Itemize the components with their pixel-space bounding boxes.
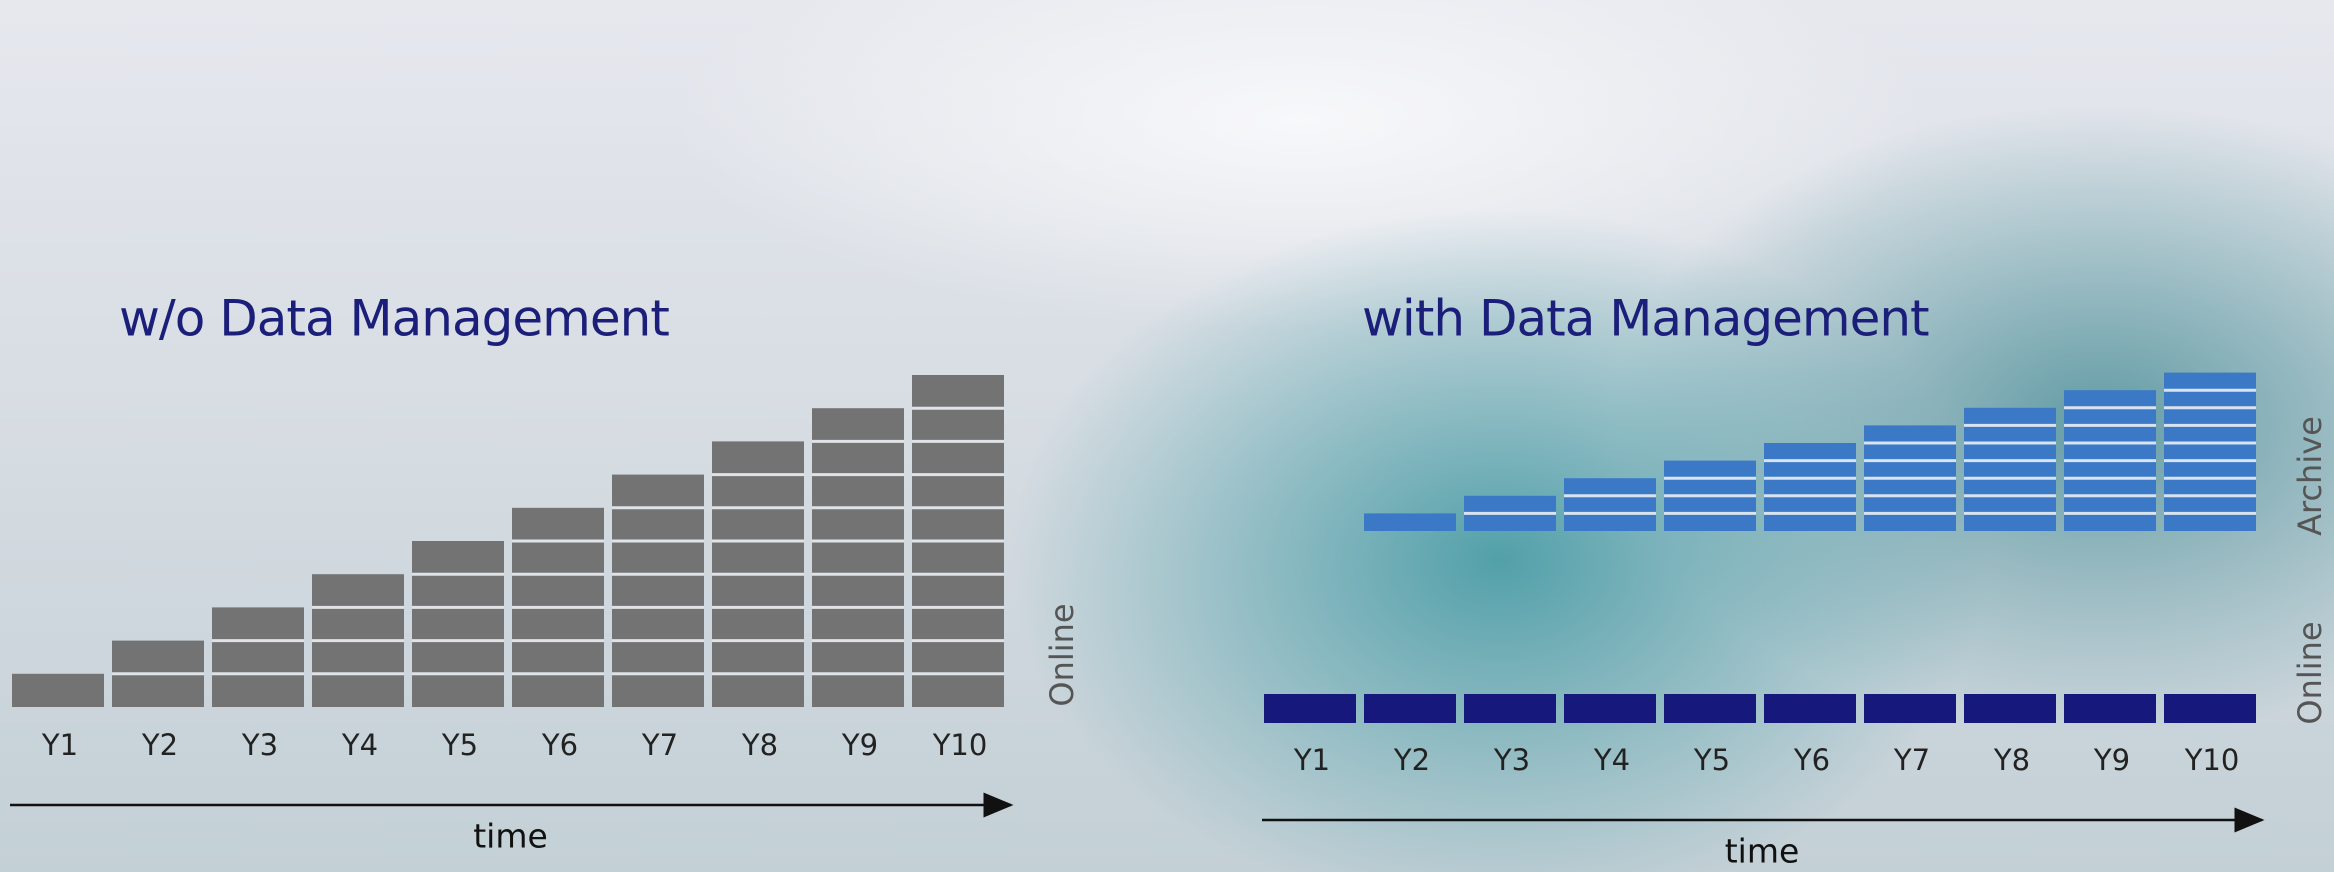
bar: [1564, 694, 1656, 723]
bar: [2164, 372, 2256, 531]
x-tick-label: Y7: [1893, 743, 1930, 777]
x-tick-label: Y9: [2093, 743, 2130, 777]
x-tick-label: Y2: [1393, 743, 1430, 777]
bar: [1764, 694, 1856, 723]
bar: [1964, 694, 2056, 723]
x-tick-label: Y5: [441, 728, 478, 762]
bar: [412, 541, 504, 707]
series-label: Archive: [2291, 416, 2329, 536]
bar: [1364, 694, 1456, 723]
bar: [12, 673, 104, 707]
x-tick-label: Y6: [541, 728, 578, 762]
bar: [1464, 694, 1556, 723]
series-label: Online: [1043, 603, 1081, 706]
bar: [1564, 478, 1656, 531]
chart-title: w/o Data Management: [119, 290, 669, 348]
bar: [812, 408, 904, 707]
bar: [1364, 513, 1456, 531]
x-tick-label: Y8: [1993, 743, 2030, 777]
x-axis-label: time: [1725, 832, 1800, 871]
x-tick-label: Y7: [641, 728, 678, 762]
bar: [1264, 694, 1356, 723]
x-tick-label: Y10: [932, 728, 988, 762]
bar: [1664, 694, 1756, 723]
x-tick-label: Y9: [841, 728, 878, 762]
x-tick-label: Y5: [1693, 743, 1730, 777]
x-tick-label: Y10: [2184, 743, 2240, 777]
x-tick-label: Y6: [1793, 743, 1830, 777]
x-tick-label: Y4: [1593, 743, 1630, 777]
bar: [2064, 694, 2156, 723]
x-tick-label: Y1: [1293, 743, 1330, 777]
bar: [2164, 694, 2256, 723]
bar: [1764, 443, 1856, 531]
bar: [212, 607, 304, 707]
bar: [612, 474, 704, 707]
x-tick-label: Y1: [41, 728, 78, 762]
x-tick-label: Y3: [241, 728, 278, 762]
bar: [1964, 407, 2056, 531]
bar: [1864, 694, 1956, 723]
x-tick-label: Y8: [741, 728, 778, 762]
x-axis-label: time: [473, 817, 548, 856]
x-tick-label: Y3: [1493, 743, 1530, 777]
series-label: Online: [2291, 621, 2329, 724]
x-tick-label: Y4: [341, 728, 378, 762]
chart-title: with Data Management: [1362, 290, 1929, 348]
x-tick-label: Y2: [141, 728, 178, 762]
